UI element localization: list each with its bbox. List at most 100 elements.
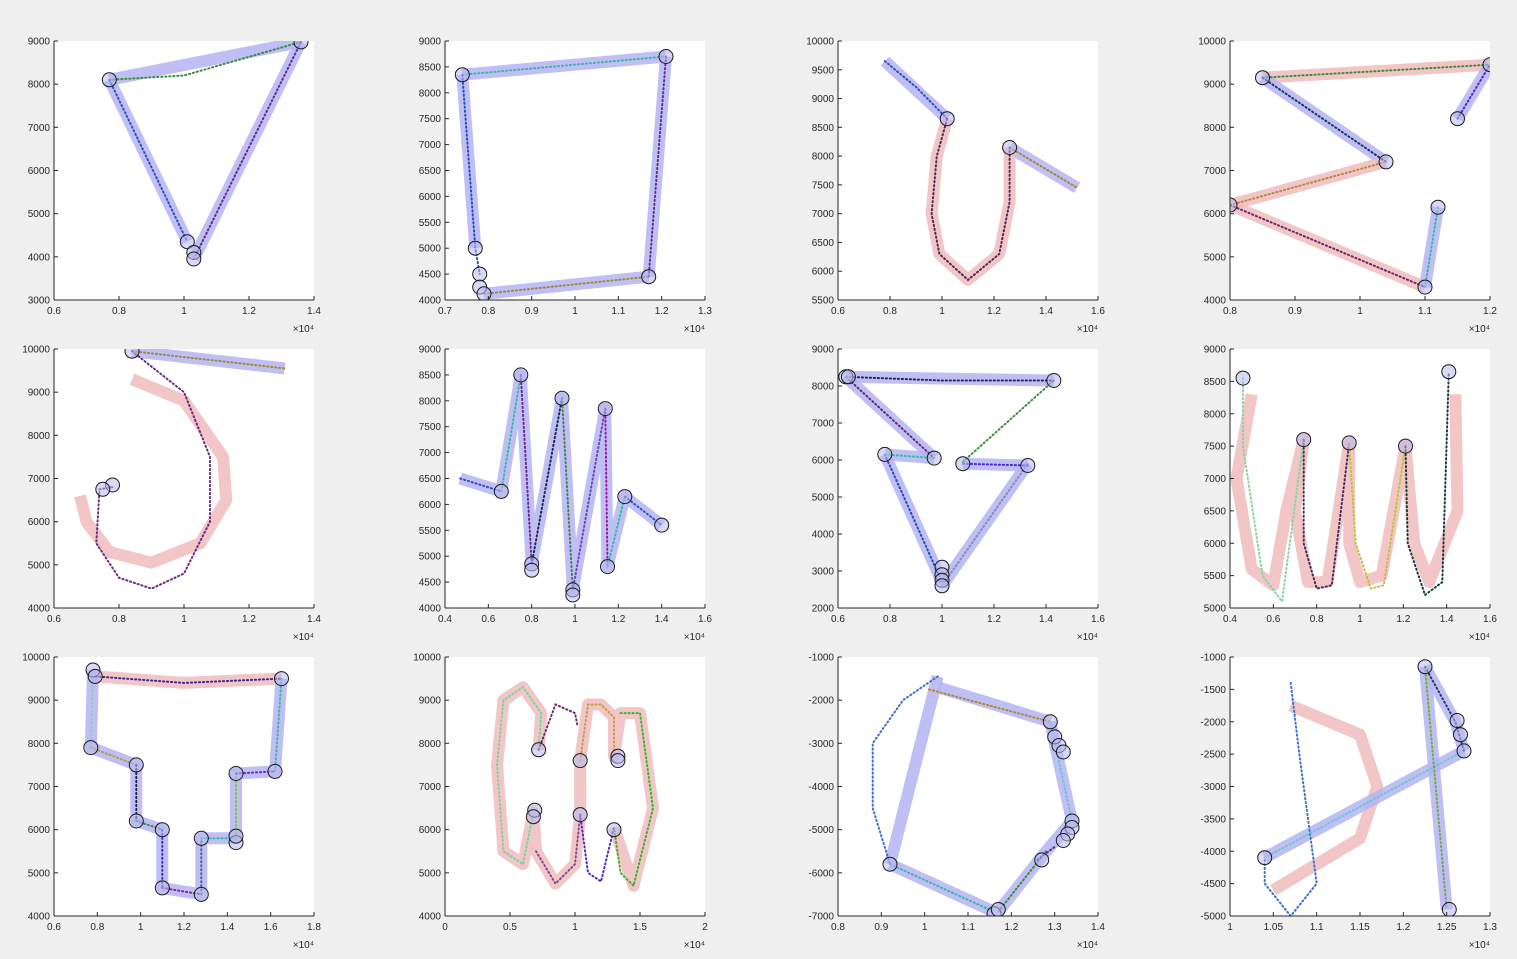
plot-area [54,41,314,300]
chart-panel-12: 1 1.05 1.1 1.15 1.2 1.25 1.3 -5000 -4500 -4000 -35… [1200,653,1497,952]
x-tick-label: 0.8 [525,614,539,625]
band-blue-1 [108,41,303,86]
waypoint-marker [1235,370,1251,386]
y-tick-label: 4000 [1204,296,1227,307]
x-tick-label: 1.4 [1440,614,1454,625]
trajectory-3 [883,453,943,584]
y-tick-label: 8000 [1204,409,1227,420]
y-tick-label: -2000 [808,696,834,707]
trajectory-1 [108,41,302,81]
waypoint-marker [610,753,626,769]
y-tick-label: 8000 [812,152,835,163]
trajectory-5 [561,397,574,591]
waypoint-marker [83,740,99,756]
x-tick-label: 1.4 [307,306,321,317]
waypoint-marker [101,72,117,88]
y-tick-label: 6000 [1204,539,1227,550]
y-tick-label: 8500 [419,62,442,73]
trajectory-4 [579,703,615,762]
x-tick-label: 1 [181,306,187,317]
trajectory-2 [1008,146,1079,189]
trajectory-2 [1261,76,1387,163]
x-tick-label: 1.1 [1310,922,1324,933]
y-tick-label: -6000 [808,868,834,879]
trajectory-2 [535,813,582,886]
waypoint-marker [840,369,856,385]
x-tick-label: 1.8 [307,922,321,933]
data-layer [1230,364,1464,605]
y-tick-label: 8000 [1204,123,1227,134]
waypoint-marker [955,456,971,472]
y-tick-label: 9000 [419,345,442,356]
chart-panel-7: 0.6 0.8 1 1.2 1.4 1.6 2000 3000 4000 5000 6000 7000… [812,345,1106,644]
x-tick-label: 1.2 [987,614,1001,625]
trajectory-2 [95,350,211,590]
data-layer [838,369,1062,594]
x-tick-label: 1.4 [220,922,234,933]
y-tick-label: 7000 [419,448,442,459]
trajectory-3 [1424,665,1448,911]
trajectory-1 [131,350,286,370]
waypoint-marker [1046,373,1062,388]
trajectory-1 [495,685,543,866]
trajectory-3 [889,863,995,913]
y-tick-label: 4000 [812,530,835,541]
waypoint-marker [1255,70,1270,86]
x-exponent-label: ×10⁴ [293,324,314,335]
x-exponent-label: ×10⁴ [293,940,314,951]
x-tick-label: 0.6 [481,614,495,625]
y-tick-label: 6500 [419,474,442,485]
waypoint-marker [193,830,209,846]
y-tick-label: 5000 [28,560,51,571]
y-tick-label: 7000 [812,209,835,220]
y-tick-label: 7500 [812,180,835,191]
y-tick-label: 6000 [419,192,442,203]
waypoint-marker [1378,154,1394,170]
x-exponent-label: ×10⁴ [684,324,705,335]
chart-panel-10: 0 0.5 1 1.5 2 4000 5000 6000 7000 8000 9000 10000 ×1… [413,653,708,952]
y-tick-label: -5000 [1200,912,1226,923]
y-tick-label: 7500 [419,422,442,433]
waypoint-marker [274,671,289,687]
waypoint-marker [877,446,893,462]
waypoint-marker [476,286,492,300]
waypoint-marker [1417,279,1433,295]
y-tick-label: 5000 [1204,252,1227,263]
y-tick-label: -3500 [1200,814,1226,825]
trajectory-1 [844,375,1055,382]
waypoint-marker [641,269,657,285]
y-tick-label: 8500 [419,370,442,381]
waypoint-marker [1341,435,1357,451]
x-tick-label: 1 [572,922,578,933]
x-tick-label: 0.6 [1266,614,1280,625]
y-tick-label: 7000 [419,782,442,793]
waypoint-marker [179,234,195,250]
x-tick-label: 0.8 [481,306,495,317]
waypoint-marker [1456,743,1472,759]
y-tick-label: 8000 [419,739,442,750]
trajectory-6 [961,379,1055,463]
x-tick-label: 2 [702,922,708,933]
x-tick-label: 0.9 [1288,306,1302,317]
waypoint-marker [1002,140,1018,155]
waypoint-marker [186,251,202,267]
x-tick-label: 0.8 [112,306,126,317]
waypoint-marker [193,886,209,902]
trajectory-6 [571,407,607,591]
x-tick-label: 1 [922,922,928,933]
band-blue-1 [884,674,944,866]
waypoint-marker [597,401,613,417]
y-tick-label: 9000 [1204,345,1227,356]
x-tick-label: 1 [939,306,945,317]
waypoint-marker [87,668,103,684]
y-tick-label: 9500 [812,65,835,76]
x-tick-label: 1.2 [611,614,625,625]
trajectory-1 [871,675,939,866]
trajectory-2 [500,373,522,493]
waypoint-marker [572,807,588,823]
waypoint-marker [600,559,615,575]
y-tick-label: 6000 [1204,209,1227,220]
y-tick-label: 6000 [812,456,835,467]
y-tick-label: 8500 [1204,377,1227,388]
